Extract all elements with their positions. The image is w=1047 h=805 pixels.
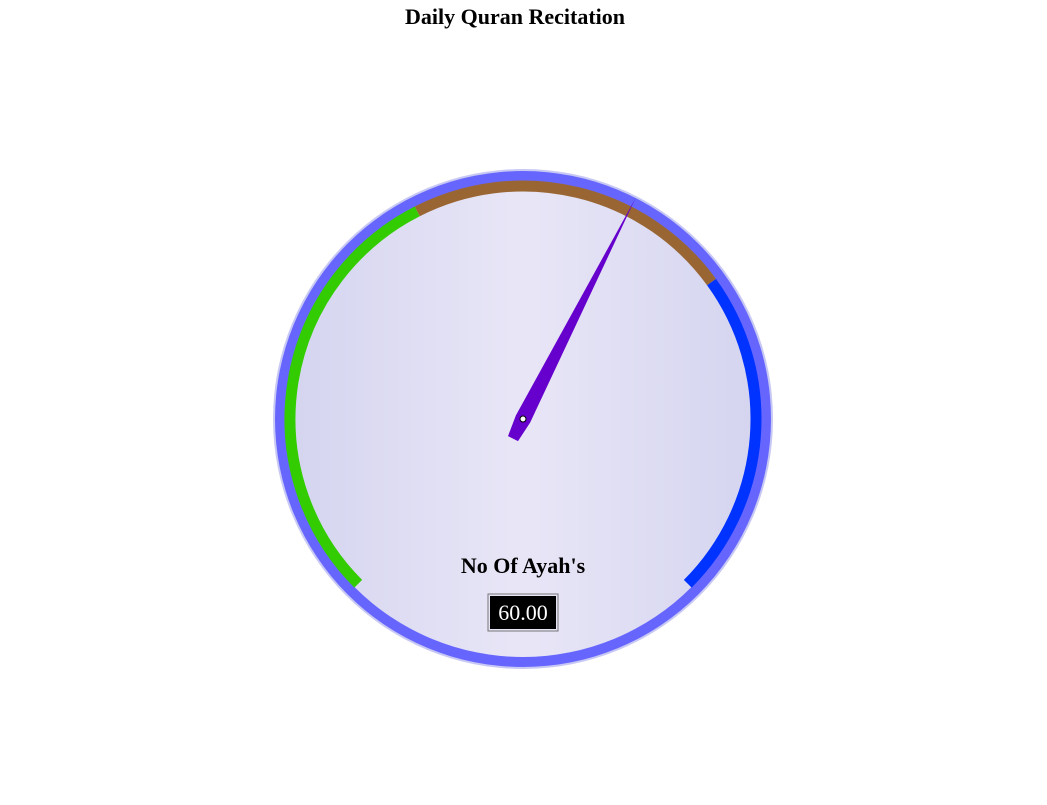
gauge-needle	[508, 198, 636, 442]
gauge-bands	[284, 180, 762, 588]
gauge-value: 60.00	[498, 600, 548, 625]
chart-title: Daily Quran Recitation	[405, 4, 625, 29]
value-box-outline	[487, 593, 559, 632]
gauge-band-3	[683, 278, 762, 588]
gauge-band-1	[284, 206, 420, 588]
value-box	[490, 596, 556, 629]
gauge-label: No Of Ayah's	[461, 553, 586, 578]
gauge-band-2	[414, 180, 716, 286]
gauge-pivot	[519, 415, 527, 423]
